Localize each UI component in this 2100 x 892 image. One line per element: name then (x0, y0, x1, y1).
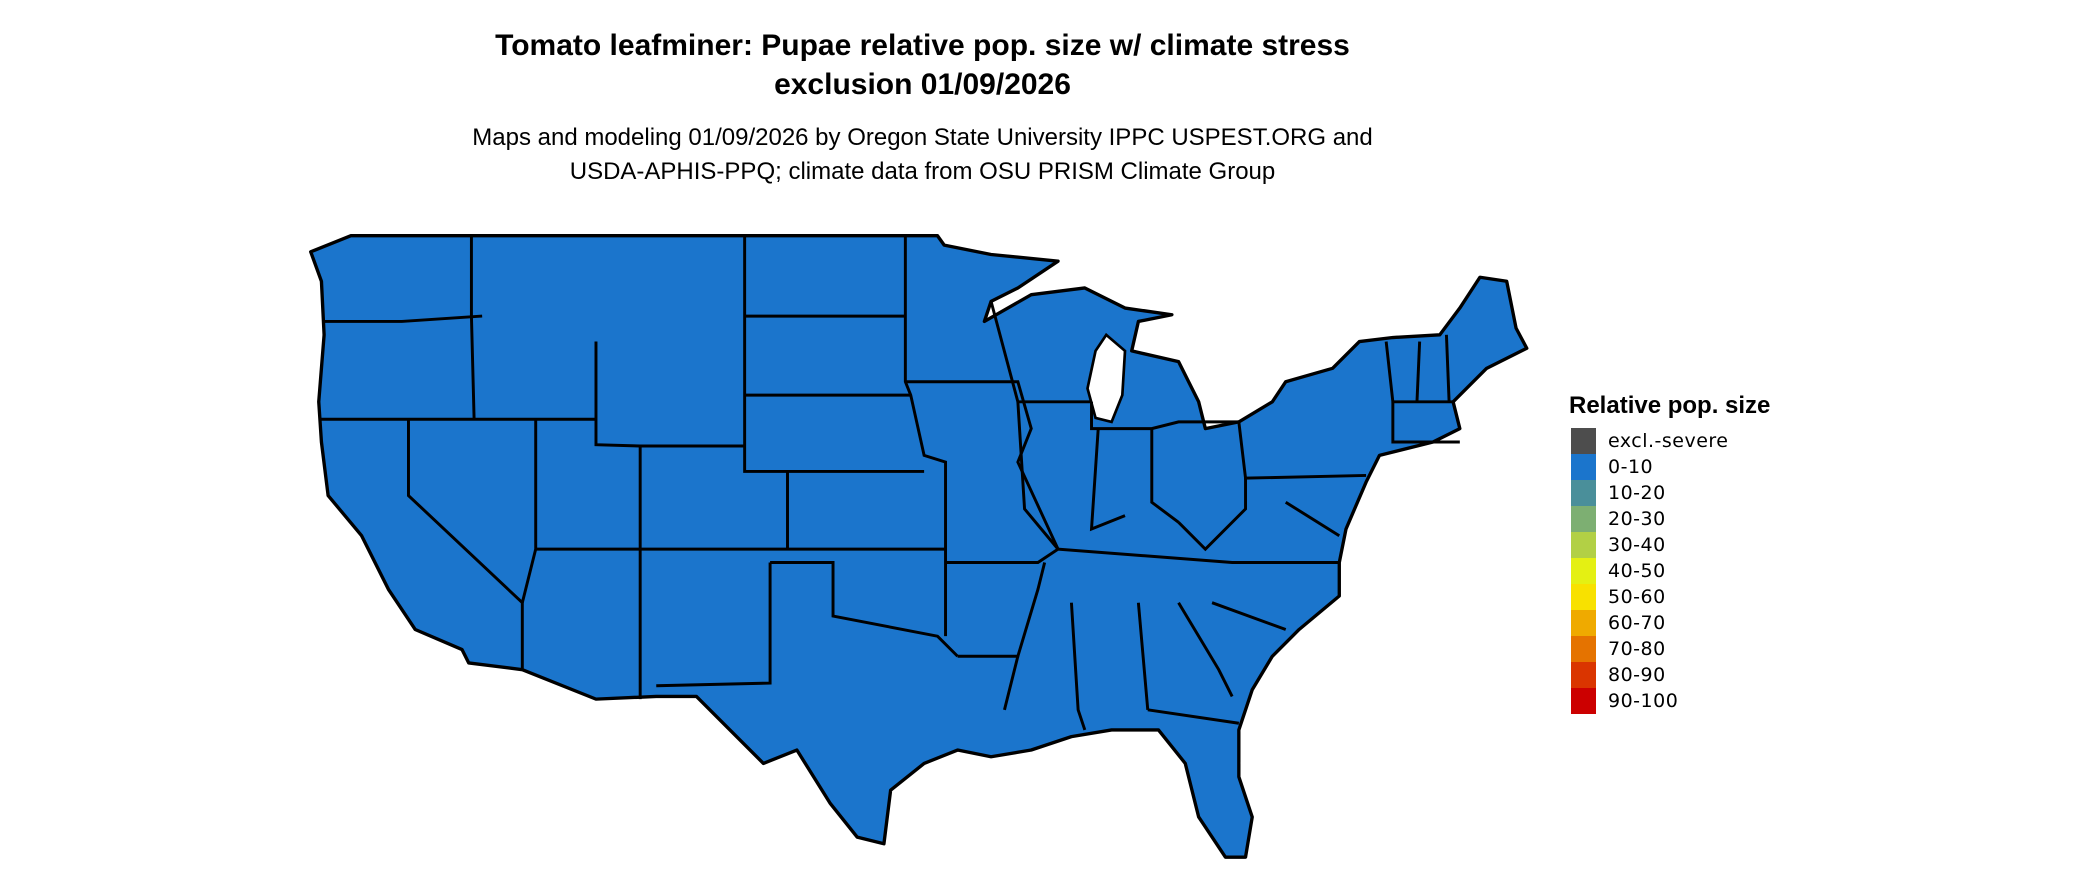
legend-label: 70-80 (1608, 638, 1666, 660)
legend-item: excl.-severe (1571, 428, 1770, 454)
legend-item: 80-90 (1571, 662, 1770, 688)
legend-swatch (1571, 610, 1596, 636)
legend-swatch (1571, 480, 1596, 506)
chart-subtitle: Maps and modeling 01/09/2026 by Oregon S… (0, 121, 1845, 189)
legend-label: 0-10 (1608, 456, 1654, 478)
legend-label: 20-30 (1608, 508, 1666, 530)
subtitle-line-1: Maps and modeling 01/09/2026 by Oregon S… (472, 124, 1373, 151)
legend-label: 80-90 (1608, 664, 1666, 686)
legend-item: 40-50 (1571, 558, 1770, 584)
legend-item: 50-60 (1571, 584, 1770, 610)
legend: Relative pop. size excl.-severe 0-10 10-20… (1569, 392, 1771, 714)
lake-michigan (1086, 332, 1127, 424)
legend-label: excl.-severe (1608, 430, 1729, 452)
legend-swatch (1571, 532, 1596, 558)
legend-swatch (1571, 584, 1596, 610)
legend-title: Relative pop. size (1569, 392, 1771, 419)
legend-swatch (1571, 662, 1596, 688)
legend-label: 40-50 (1608, 560, 1666, 582)
legend-item: 90-100 (1571, 688, 1770, 714)
legend-label: 60-70 (1608, 612, 1666, 634)
legend-item: 10-20 (1571, 480, 1770, 506)
legend-item: 20-30 (1571, 506, 1770, 532)
legend-swatch (1571, 506, 1596, 532)
legend-item: 30-40 (1571, 532, 1770, 558)
legend-items: excl.-severe 0-10 10-20 20-30 30-40 40-50 50-6… (1571, 428, 1770, 714)
title-line-2: exclusion 01/09/2026 (774, 68, 1071, 101)
legend-item: 0-10 (1571, 454, 1770, 480)
legend-swatch (1571, 688, 1596, 714)
legend-swatch (1571, 636, 1596, 662)
chart-title: Tomato leafminer: Pupae relative pop. si… (0, 26, 1845, 104)
legend-label: 50-60 (1608, 586, 1666, 608)
legend-item: 70-80 (1571, 636, 1770, 662)
legend-item: 60-70 (1571, 610, 1770, 636)
legend-swatch (1571, 428, 1596, 454)
legend-label: 30-40 (1608, 534, 1666, 556)
legend-label: 10-20 (1608, 482, 1666, 504)
us-outline (309, 234, 1529, 859)
state-borders (318, 235, 1460, 731)
legend-label: 90-100 (1608, 690, 1679, 712)
title-line-1: Tomato leafminer: Pupae relative pop. si… (495, 29, 1350, 62)
legend-swatch (1571, 558, 1596, 584)
legend-swatch (1571, 454, 1596, 480)
subtitle-line-2: USDA-APHIS-PPQ; climate data from OSU PR… (569, 158, 1276, 185)
